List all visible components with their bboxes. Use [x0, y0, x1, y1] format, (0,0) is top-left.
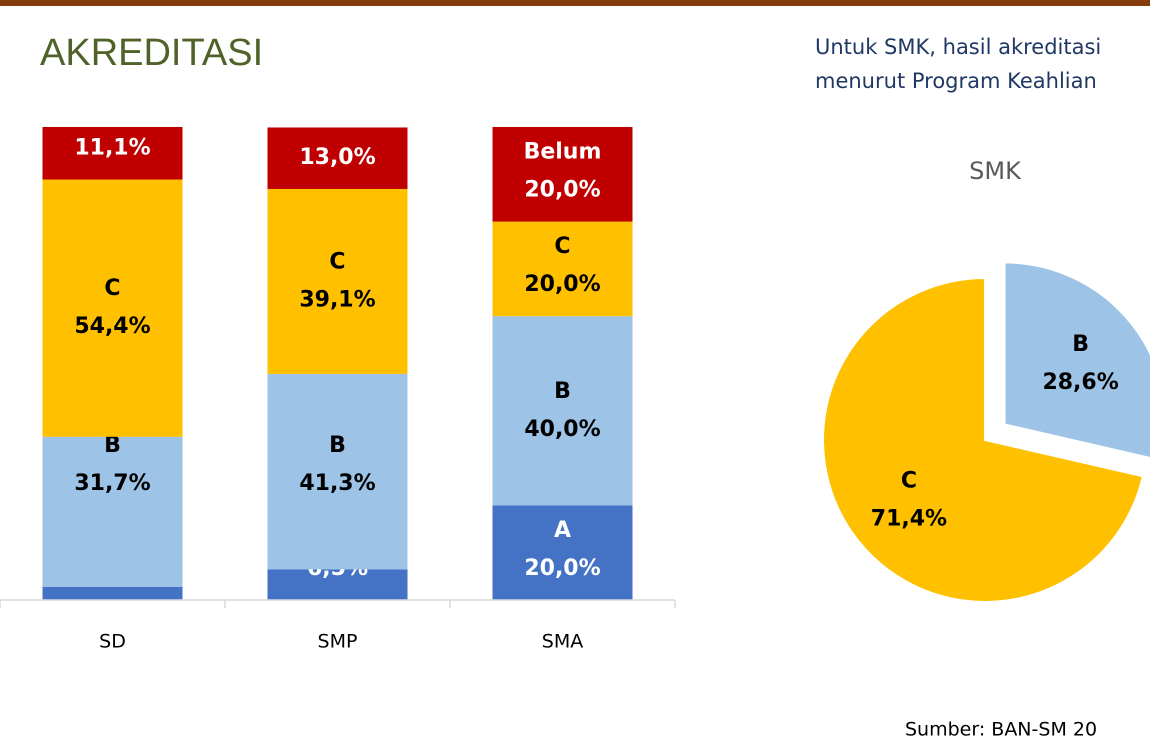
bar-segment [42, 179, 183, 437]
bar-segment [267, 188, 408, 374]
x-tick-label: SMA [542, 631, 583, 653]
segment-value: 20,0% [524, 556, 600, 581]
segment-value: 40,0% [524, 417, 600, 442]
slide-title: AKREDITASI [40, 32, 263, 74]
segment-value: 13,0% [299, 145, 375, 170]
segment-name: B [329, 433, 346, 458]
pie-slice [822, 276, 1145, 603]
top-bar [0, 0, 1150, 6]
bar-segment [492, 316, 633, 506]
segment-value: 41,3% [299, 471, 375, 496]
segment-value: 39,1% [299, 287, 375, 312]
segment-name: Belum [524, 140, 602, 165]
slice-value: 28,6% [1042, 370, 1118, 395]
bar-segment [42, 436, 183, 587]
note-line: Untuk SMK, hasil akreditasi [815, 35, 1101, 59]
pie-title: SMK [969, 157, 1022, 185]
segment-name: C [554, 234, 570, 259]
segment-value: 11,1% [74, 136, 150, 161]
slice-name: C [901, 469, 917, 494]
bar-segment [267, 569, 408, 600]
segment-name: C [329, 249, 345, 274]
bar-segment [492, 505, 633, 600]
bar-segment [492, 127, 633, 222]
slice-value: 71,4% [871, 507, 947, 532]
segment-name: B [104, 433, 121, 458]
bar-segment [492, 221, 633, 317]
segment-name: Belum [74, 98, 152, 123]
segment-value: 20,0% [524, 178, 600, 203]
bar-segment [42, 127, 183, 180]
bar-segment [267, 127, 408, 189]
segment-value: 31,7% [74, 471, 150, 496]
pie-slice [1003, 261, 1150, 459]
note-line: menurut Program Keahlian [815, 69, 1097, 93]
segment-name: A [554, 518, 571, 543]
bar-segment [267, 373, 408, 570]
source: Sumber: BAN-SM 20 [905, 719, 1097, 741]
segment-name: Belum [299, 107, 377, 132]
x-tick-label: SD [99, 631, 126, 653]
bar-segment [42, 586, 183, 600]
segment-value: 54,4% [74, 314, 150, 339]
x-tick-label: SMP [318, 631, 358, 653]
slice-name: B [1072, 332, 1089, 357]
segment-name: B [554, 379, 571, 404]
segment-name: C [104, 276, 120, 301]
segment-value: 20,0% [524, 272, 600, 297]
